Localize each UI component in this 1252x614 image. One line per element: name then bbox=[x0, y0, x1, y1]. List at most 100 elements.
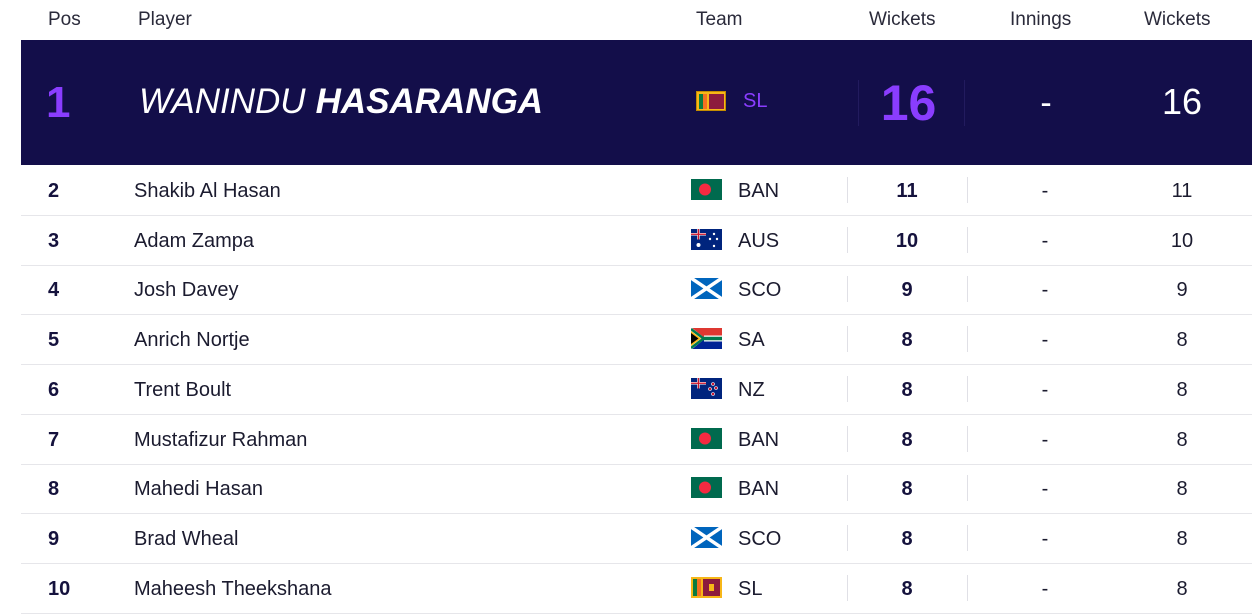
innings-value: - bbox=[1041, 577, 1049, 600]
table-row[interactable]: 6 Trent Boult NZ 8 - 8 bbox=[21, 365, 1252, 415]
wickets-total-value: 8 bbox=[1176, 329, 1188, 352]
team-code: BAN bbox=[738, 180, 780, 202]
wickets-value: 10 bbox=[895, 229, 919, 252]
bangladesh-flag-icon bbox=[691, 179, 722, 200]
wickets-value: 8 bbox=[901, 577, 913, 600]
bangladesh-flag-icon bbox=[691, 477, 722, 499]
player-name[interactable]: Brad Wheal bbox=[134, 527, 239, 550]
player-name[interactable]: Shakib Al Hasan bbox=[134, 180, 281, 202]
row-pos: 8 bbox=[48, 478, 60, 501]
wickets-value: 9 bbox=[901, 279, 913, 302]
innings-value: - bbox=[1041, 527, 1049, 550]
player-name[interactable]: Anrich Nortje bbox=[134, 329, 250, 352]
leader-row[interactable]: 1 WANINDU HASARANGA SL 16 - 16 bbox=[21, 40, 1252, 165]
sri-lanka-flag-icon bbox=[696, 91, 726, 111]
wickets-total-value: 8 bbox=[1176, 577, 1188, 600]
innings-value: - bbox=[1041, 229, 1049, 252]
wickets-total-value: 8 bbox=[1176, 428, 1188, 451]
leader-pos: 1 bbox=[46, 78, 71, 127]
team-code: NZ bbox=[738, 378, 765, 401]
header-innings[interactable]: Innings bbox=[1010, 9, 1072, 30]
divider bbox=[964, 80, 965, 126]
table-header: Pos Player Team Wickets Innings Wickets bbox=[0, 0, 1252, 40]
wickets-value: 8 bbox=[901, 478, 913, 501]
leader-team: SL bbox=[743, 90, 768, 112]
divider bbox=[967, 375, 968, 402]
player-name[interactable]: Maheesh Theekshana bbox=[134, 577, 332, 600]
wickets-total-value: 8 bbox=[1176, 478, 1188, 501]
innings-value: - bbox=[1041, 180, 1049, 202]
divider bbox=[847, 276, 848, 303]
divider bbox=[847, 326, 848, 353]
new-zealand-flag-icon bbox=[691, 377, 722, 399]
header-pos[interactable]: Pos bbox=[48, 9, 81, 30]
innings-value: - bbox=[1041, 478, 1049, 501]
player-name[interactable]: Adam Zampa bbox=[134, 229, 255, 252]
team-code: SCO bbox=[738, 279, 782, 302]
header-wickets[interactable]: Wickets bbox=[869, 9, 936, 30]
row-pos: 7 bbox=[48, 428, 60, 451]
table-row[interactable]: 7 Mustafizur Rahman BAN 8 - 8 bbox=[21, 415, 1252, 465]
team-code: AUS bbox=[738, 229, 780, 252]
table-row[interactable]: 9 Brad Wheal SCO 8 - 8 bbox=[21, 514, 1252, 564]
player-name[interactable]: Trent Boult bbox=[134, 378, 232, 401]
player-name[interactable]: Mustafizur Rahman bbox=[134, 428, 308, 451]
team-code: BAN bbox=[738, 478, 780, 501]
divider bbox=[967, 425, 968, 452]
innings-value: - bbox=[1041, 279, 1049, 302]
wickets-value: 8 bbox=[901, 329, 913, 352]
row-pos: 3 bbox=[48, 229, 60, 252]
divider bbox=[967, 524, 968, 551]
divider bbox=[847, 425, 848, 452]
divider bbox=[847, 574, 848, 601]
wickets-value: 11 bbox=[896, 180, 918, 202]
team-code: BAN bbox=[738, 428, 780, 451]
scotland-flag-icon bbox=[691, 278, 722, 300]
table-row[interactable]: 8 Mahedi Hasan BAN 8 - 8 bbox=[21, 464, 1252, 515]
row-pos: 2 bbox=[48, 180, 60, 202]
divider bbox=[967, 475, 968, 502]
header-player[interactable]: Player bbox=[138, 9, 192, 30]
divider bbox=[847, 524, 848, 551]
row-pos: 10 bbox=[48, 577, 71, 600]
australia-flag-icon bbox=[691, 228, 722, 250]
player-name[interactable]: Josh Davey bbox=[134, 279, 239, 302]
leader-name[interactable]: WANINDU HASARANGA bbox=[139, 82, 543, 122]
header-team[interactable]: Team bbox=[696, 9, 743, 30]
table-row[interactable]: 3 Adam Zampa AUS 10 - 10 bbox=[21, 216, 1252, 266]
divider bbox=[967, 276, 968, 303]
scotland-flag-icon bbox=[691, 526, 722, 548]
row-pos: 4 bbox=[48, 279, 60, 302]
table-row[interactable]: 2 Shakib Al Hasan BAN 11 - 11 bbox=[21, 166, 1252, 216]
wickets-total-value: 10 bbox=[1170, 229, 1194, 252]
divider bbox=[847, 177, 848, 203]
leader-innings: - bbox=[1040, 84, 1052, 122]
player-name[interactable]: Mahedi Hasan bbox=[134, 478, 263, 501]
row-pos: 9 bbox=[48, 527, 60, 550]
wickets-total-value: 8 bbox=[1176, 378, 1188, 401]
divider bbox=[847, 375, 848, 402]
wickets-value: 8 bbox=[901, 378, 913, 401]
team-code: SCO bbox=[738, 527, 782, 550]
innings-value: - bbox=[1041, 329, 1049, 352]
leader-wickets: 16 bbox=[880, 75, 937, 131]
header-wickets-total[interactable]: Wickets bbox=[1144, 9, 1211, 30]
divider bbox=[967, 226, 968, 253]
divider bbox=[967, 326, 968, 353]
south-africa-flag-icon bbox=[691, 328, 722, 350]
table-row[interactable]: 4 Josh Davey SCO 9 - 9 bbox=[21, 265, 1252, 316]
leader-wickets-total: 16 bbox=[1161, 81, 1203, 122]
table-row[interactable]: 5 Anrich Nortje SA 8 - 8 bbox=[21, 315, 1252, 366]
wickets-value: 8 bbox=[901, 428, 913, 451]
table-row[interactable]: 10 Maheesh Theekshana SL 8 - 8 bbox=[21, 564, 1252, 614]
divider bbox=[847, 226, 848, 253]
team-code: SA bbox=[738, 329, 765, 352]
divider bbox=[858, 80, 859, 126]
divider bbox=[847, 475, 848, 502]
team-code: SL bbox=[738, 577, 763, 600]
wickets-total-value: 11 bbox=[1171, 180, 1193, 202]
row-pos: 5 bbox=[48, 329, 60, 352]
wickets-total-value: 8 bbox=[1176, 527, 1188, 550]
innings-value: - bbox=[1041, 428, 1049, 451]
